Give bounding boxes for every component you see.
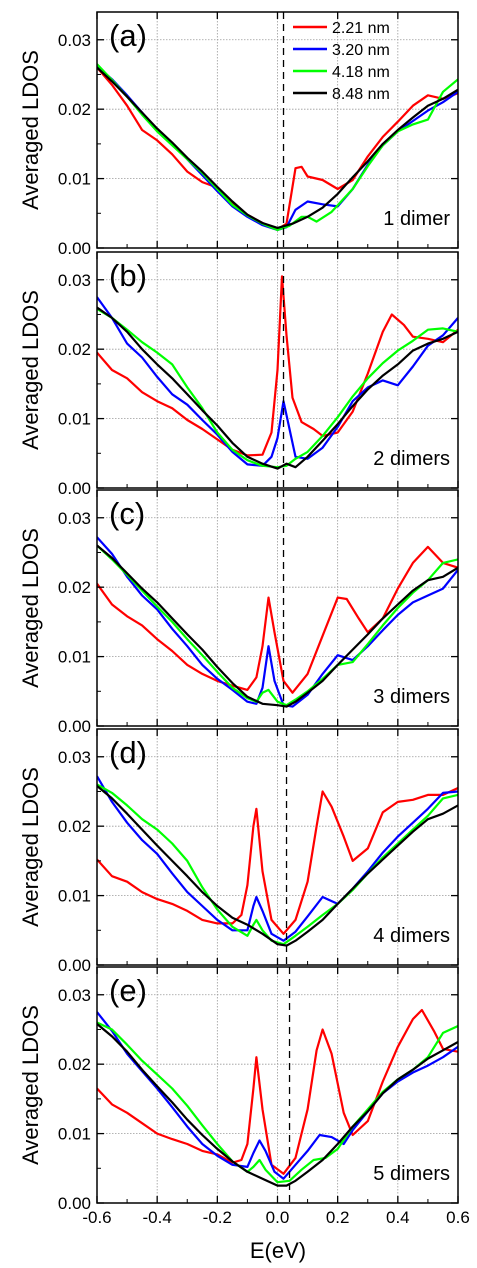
series-line-2-21-nm bbox=[97, 787, 458, 935]
series-line-8-48-nm bbox=[97, 66, 458, 229]
y-tick-label: 0.01 bbox=[58, 887, 91, 906]
panel-e: 0.00 0.01 0.02 0.03 Averaged LDOS (e) 5 dimers… bbox=[18, 966, 470, 1227]
y-tick-label: 0.00 bbox=[58, 239, 91, 258]
series-line-3-20-nm bbox=[97, 296, 458, 467]
x-tick-label: 0.2 bbox=[326, 1208, 350, 1227]
y-tick-label: 0.00 bbox=[58, 1194, 91, 1213]
panel-label: (e) bbox=[109, 973, 147, 1008]
y-tick-label: 0.03 bbox=[58, 986, 91, 1005]
y-tick-label: 0.02 bbox=[58, 578, 91, 597]
y-tick-label: 0.03 bbox=[58, 748, 91, 767]
series-line-8-48-nm bbox=[97, 785, 458, 947]
y-axis-title: Averaged LDOS bbox=[18, 528, 43, 688]
y-axis-title: Averaged LDOS bbox=[18, 290, 43, 450]
x-tick-label: 0.6 bbox=[446, 1208, 470, 1227]
y-tick-label: 0.02 bbox=[58, 100, 91, 119]
series-line-3-20-nm bbox=[97, 536, 458, 708]
y-tick-label: 0.02 bbox=[58, 340, 91, 359]
y-tick-label: 0.02 bbox=[58, 817, 91, 836]
y-tick-label: 0.00 bbox=[58, 479, 91, 498]
y-tick-label: 0.01 bbox=[58, 170, 91, 189]
panels-group: 0.00 0.01 0.02 0.03 Averaged LDOS (a) 1 dimer 2… bbox=[18, 11, 470, 1227]
y-tick-label: 0.02 bbox=[58, 1055, 91, 1074]
panel-note: 4 dimers bbox=[373, 925, 450, 947]
series-line-8-48-nm bbox=[97, 306, 458, 470]
series-line-4-18-nm bbox=[97, 544, 458, 707]
x-axis-title: E(eV) bbox=[250, 1238, 306, 1263]
y-axis-title: Averaged LDOS bbox=[18, 767, 43, 927]
series-line-2-21-nm bbox=[97, 545, 458, 694]
series-line-2-21-nm bbox=[97, 275, 458, 457]
panel-label: (c) bbox=[109, 496, 145, 531]
legend-label: 8.48 nm bbox=[332, 86, 390, 103]
series-line-8-48-nm bbox=[97, 544, 458, 708]
y-tick-label: 0.01 bbox=[58, 410, 91, 429]
series-line-8-48-nm bbox=[97, 1023, 458, 1187]
legend-label: 4.18 nm bbox=[332, 64, 390, 81]
y-tick-label: 0.03 bbox=[58, 509, 91, 528]
y-axis-title: Averaged LDOS bbox=[18, 1005, 43, 1165]
panel-label: (a) bbox=[109, 18, 147, 53]
y-tick-label: 0.01 bbox=[58, 1125, 91, 1144]
series-group bbox=[97, 536, 458, 708]
legend-label: 2.21 nm bbox=[332, 20, 390, 37]
y-tick-label: 0.03 bbox=[58, 31, 91, 50]
y-axis-title: Averaged LDOS bbox=[18, 50, 43, 210]
panel-note: 1 dimer bbox=[383, 208, 450, 230]
x-tick-label: 0.4 bbox=[386, 1208, 410, 1227]
x-tick-label: -0.2 bbox=[203, 1208, 232, 1227]
series-line-2-21-nm bbox=[97, 66, 458, 231]
legend: 2.21 nm 3.20 nm 4.18 nm 8.48 nm bbox=[293, 20, 390, 103]
series-group bbox=[97, 775, 458, 947]
series-line-4-18-nm bbox=[97, 783, 458, 946]
x-tick-label: 0.0 bbox=[266, 1208, 290, 1227]
series-line-3-20-nm bbox=[97, 775, 458, 942]
panel-note: 5 dimers bbox=[373, 1163, 450, 1185]
panel-d: 0.00 0.01 0.02 0.03 Averaged LDOS (d) 4 dimers bbox=[18, 728, 459, 975]
panel-label: (b) bbox=[109, 258, 147, 293]
panel-b: 0.00 0.01 0.02 0.03 Averaged LDOS (b) 2 dimers bbox=[18, 251, 459, 498]
y-tick-label: 0.00 bbox=[58, 956, 91, 975]
series-group bbox=[97, 63, 458, 232]
legend-label: 3.20 nm bbox=[332, 42, 390, 59]
y-tick-label: 0.01 bbox=[58, 648, 91, 667]
panel-label: (d) bbox=[109, 735, 147, 770]
panel-note: 3 dimers bbox=[373, 686, 450, 708]
series-group bbox=[97, 275, 458, 470]
panel-c: 0.00 0.01 0.02 0.03 Averaged LDOS (c) 3 dimers bbox=[18, 489, 459, 736]
x-tick-label: -0.6 bbox=[82, 1208, 111, 1227]
x-tick-label: -0.4 bbox=[143, 1208, 172, 1227]
y-tick-label: 0.00 bbox=[58, 717, 91, 736]
series-line-2-21-nm bbox=[97, 1008, 458, 1175]
y-tick-label: 0.03 bbox=[58, 271, 91, 290]
series-group bbox=[97, 1008, 458, 1187]
panel-note: 2 dimers bbox=[373, 448, 450, 470]
panel-a: 0.00 0.01 0.02 0.03 Averaged LDOS (a) 1 dimer 2… bbox=[18, 11, 459, 258]
